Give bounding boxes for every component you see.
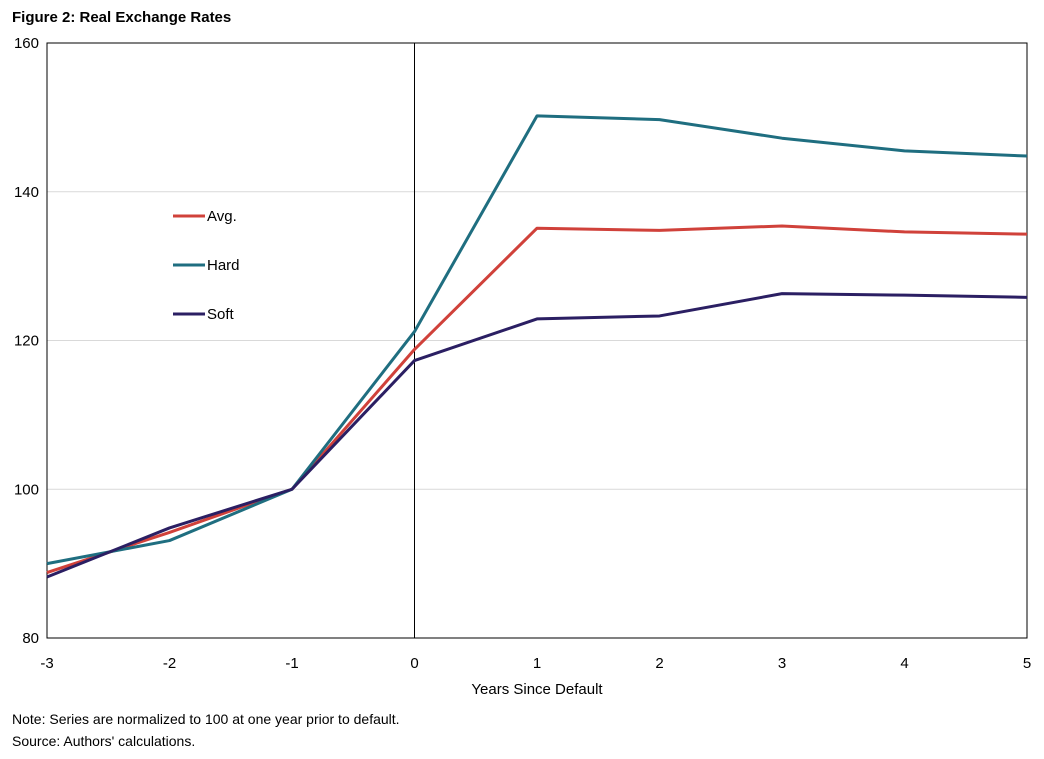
x-tick-label: 5 xyxy=(1023,655,1031,672)
x-tick-label: 2 xyxy=(655,655,663,672)
y-tick-label: 140 xyxy=(14,184,39,201)
x-tick-label: 0 xyxy=(410,655,418,672)
source-text: Source: Authors' calculations. xyxy=(12,733,196,749)
legend-label: Hard xyxy=(207,257,240,274)
legend-label: Avg. xyxy=(207,208,237,225)
x-tick-label: 4 xyxy=(900,655,908,672)
x-tick-labels: -3 -2 -1 0 1 2 3 4 5 xyxy=(40,655,1031,672)
x-tick-label: -3 xyxy=(40,655,53,672)
x-tick-label: -1 xyxy=(285,655,298,672)
y-tick-labels: 80 100 120 140 160 xyxy=(14,35,39,647)
series-lines xyxy=(46,114,1028,579)
x-tick-label: 3 xyxy=(778,655,786,672)
plot-frame xyxy=(46,42,1028,639)
series-line-hard xyxy=(46,114,1028,566)
x-tick-label: 1 xyxy=(533,655,541,672)
note-text: Note: Series are normalized to 100 at on… xyxy=(12,711,400,727)
grid-lines xyxy=(47,191,1027,490)
y-tick-label: 160 xyxy=(14,35,39,52)
plot-border xyxy=(46,42,1028,639)
x-axis-label: Years Since Default xyxy=(471,681,603,698)
series-line-avg xyxy=(46,224,1028,574)
series-line-soft xyxy=(46,292,1028,579)
x-tick-label: -2 xyxy=(163,655,176,672)
figure-title: Figure 2: Real Exchange Rates xyxy=(12,9,232,26)
y-tick-label: 120 xyxy=(14,333,39,350)
legend: Avg. Hard Soft xyxy=(173,208,240,323)
line-chart: 80 100 120 140 160 -3 -2 -1 0 1 2 3 4 5 Avg. Hard Soft… xyxy=(14,35,1031,698)
legend-label: Soft xyxy=(207,306,235,323)
y-tick-label: 80 xyxy=(22,630,39,647)
y-tick-label: 100 xyxy=(14,481,39,498)
